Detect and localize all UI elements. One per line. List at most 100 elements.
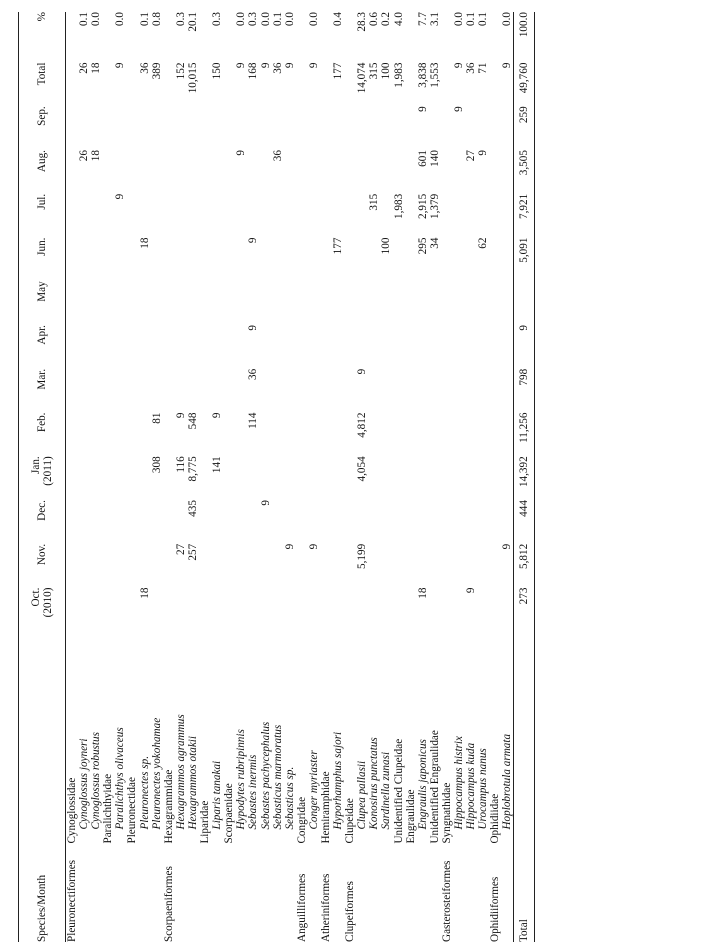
cell-jan <box>477 456 489 500</box>
table-row: Hippocampus histrix 9 9 0.0 <box>453 12 465 942</box>
cell-jun <box>489 238 501 282</box>
cell-percent <box>199 12 211 63</box>
species-label: Pleuronectes sp. <box>138 756 151 830</box>
cell-oct <box>429 588 441 632</box>
cell-apr <box>441 325 453 369</box>
table-row: Hippocampus kuda 9 27 36 0.1 <box>465 12 477 942</box>
cell-feb <box>102 413 114 457</box>
cell-apr <box>332 325 344 369</box>
cell-mar <box>175 369 187 413</box>
cell-apr <box>453 325 465 369</box>
cell-total: 10,015 <box>186 62 199 94</box>
cell-nov <box>393 544 405 588</box>
cell-nov <box>199 544 211 588</box>
table-row: Cynoglossus robustus 18 18 0.0 <box>90 12 102 942</box>
cell-jan <box>380 456 392 500</box>
species-label: Clupea pallasii <box>356 760 369 830</box>
cell-jul <box>211 194 223 238</box>
cell-jul <box>163 194 175 238</box>
cell-mar <box>223 369 235 413</box>
cell-aug <box>441 150 453 194</box>
cell-oct <box>453 588 465 632</box>
cell-jan <box>405 456 417 500</box>
cell-nov <box>296 544 308 588</box>
cell-mar <box>90 369 102 413</box>
cell-apr <box>223 325 235 369</box>
family-label: Hemiramphidae <box>319 771 332 844</box>
cell-sep <box>380 106 392 150</box>
cell-percent: 0.0 <box>259 12 272 26</box>
cell-dec <box>139 500 151 544</box>
cell-nov <box>78 544 90 588</box>
cell-jun <box>320 238 332 282</box>
order-cell: Pleuronectiformes <box>66 859 78 942</box>
cell-total: 9 <box>235 62 248 69</box>
cell-may <box>308 281 320 325</box>
order-cell <box>453 844 465 942</box>
total-cell-jul: 7,921 <box>513 193 535 238</box>
cell-nov <box>126 544 138 588</box>
table-row: Pleuronectes sp. 18 18 36 0.1 <box>139 12 151 942</box>
cell-feb <box>501 413 514 457</box>
cell-feb <box>453 413 465 457</box>
order-cell <box>187 844 199 942</box>
cell-aug <box>126 150 138 194</box>
cell-jan <box>139 456 151 500</box>
cell-apr <box>405 325 417 369</box>
cell-dec <box>114 500 126 544</box>
cell-feb: 114 <box>247 412 260 429</box>
cell-total: 9 <box>501 62 514 69</box>
cell-sep <box>211 106 223 150</box>
order-cell <box>126 844 138 942</box>
cell-feb <box>405 413 417 457</box>
cell-percent: 0.0 <box>283 12 296 26</box>
cell-total: 14,074 <box>356 62 369 94</box>
cell-jul <box>453 194 465 238</box>
table-row: Scorpaenidae <box>223 12 235 942</box>
cell-nov <box>66 544 79 588</box>
total-cell-aug: 3,505 <box>513 150 535 194</box>
total-cell-jun: 5,091 <box>513 237 535 282</box>
cell-aug <box>296 150 308 194</box>
cell-feb <box>284 413 296 457</box>
cell-apr <box>380 325 392 369</box>
family-label: Liparidae <box>199 800 212 844</box>
cell-jul: 315 <box>368 193 381 211</box>
cell-feb: 9 <box>211 412 224 419</box>
cell-jul <box>187 194 199 238</box>
cell-jan <box>465 456 477 500</box>
cell-aug <box>163 150 175 194</box>
cell-jun <box>260 238 272 282</box>
table-body: Pleuronectiformes Cynoglossidae Cynoglossu… <box>66 12 514 942</box>
cell-sep: 9 <box>453 106 465 112</box>
total-cell-dec: 444 <box>513 500 535 544</box>
cell-may <box>501 281 514 325</box>
cell-dec <box>320 500 332 544</box>
cell-percent: 28.3 <box>356 12 369 32</box>
cell-sep <box>296 106 308 150</box>
cell-jun <box>235 238 247 282</box>
cell-total: 9 <box>307 62 320 69</box>
cell-total: 9 <box>453 62 465 69</box>
total-cell-jan: 14,392 <box>513 456 535 501</box>
cell-apr <box>78 325 90 369</box>
cell-jun <box>405 238 417 282</box>
cell-jan <box>199 456 211 500</box>
table-row: Paralichthyidae <box>102 12 114 942</box>
cell-jul <box>126 194 138 238</box>
cell-percent: 0.1 <box>477 12 490 26</box>
cell-jan <box>417 456 429 500</box>
cell-feb <box>393 413 405 457</box>
cell-jun <box>78 238 90 282</box>
cell-may <box>380 281 392 325</box>
cell-total <box>320 63 332 107</box>
table-row: Hexagrammos otakii 257 435 8,775 548 10,015 20… <box>187 12 199 942</box>
order-cell <box>393 844 405 942</box>
cell-apr <box>296 325 308 369</box>
species-label: Liparis tanakai <box>211 760 224 830</box>
order-cell <box>78 844 90 942</box>
cell-mar <box>187 369 199 413</box>
family-label: Ophidiidae <box>489 793 502 844</box>
cell-may <box>187 281 199 325</box>
cell-total <box>66 63 79 107</box>
